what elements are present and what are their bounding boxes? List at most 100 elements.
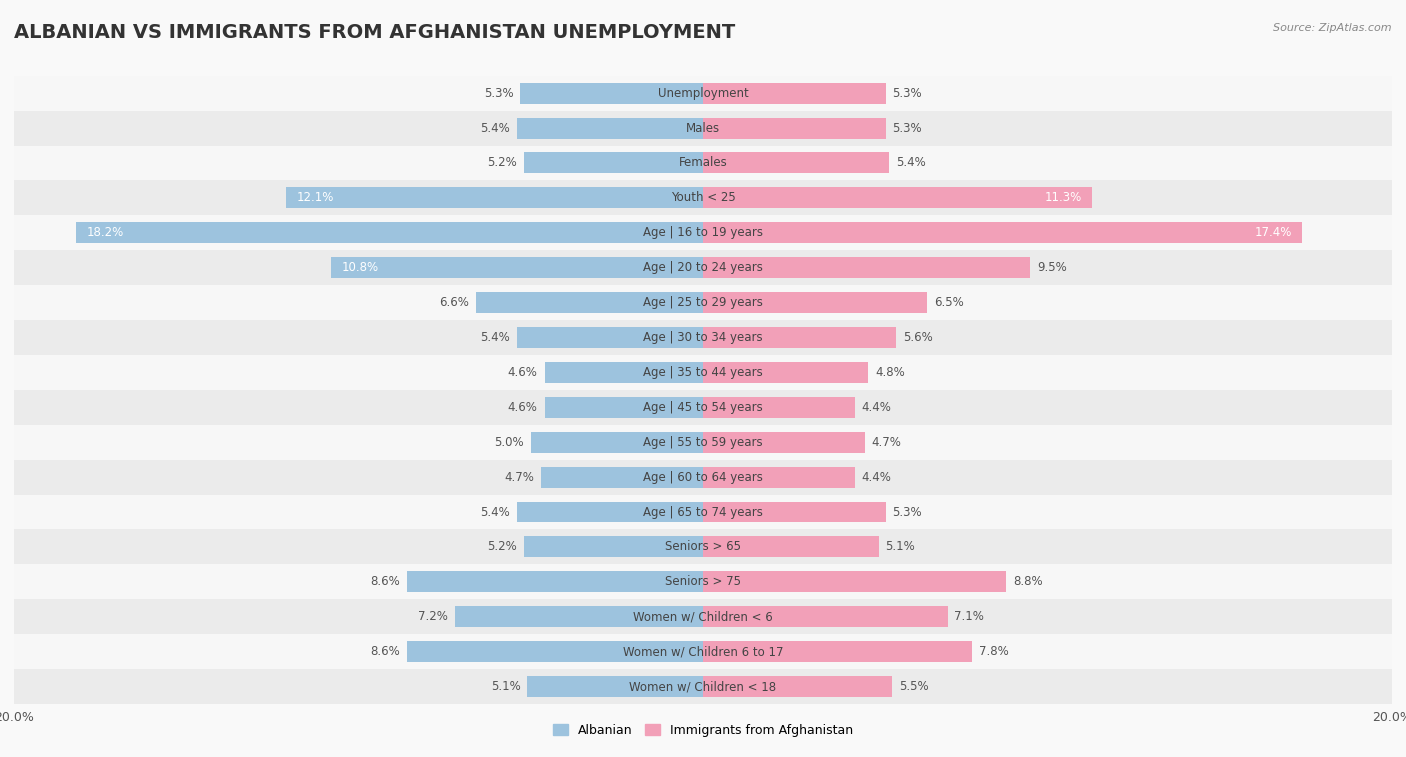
Bar	[703, 83, 886, 104]
Bar	[527, 676, 703, 697]
Bar	[517, 117, 703, 139]
Text: Source: ZipAtlas.com: Source: ZipAtlas.com	[1274, 23, 1392, 33]
Bar	[406, 641, 703, 662]
Text: 5.0%: 5.0%	[495, 436, 524, 449]
Text: Age | 65 to 74 years: Age | 65 to 74 years	[643, 506, 763, 519]
Text: Males: Males	[686, 122, 720, 135]
Bar	[544, 397, 703, 418]
Text: 8.8%: 8.8%	[1012, 575, 1043, 588]
Text: Youth < 25: Youth < 25	[671, 192, 735, 204]
Text: 5.4%: 5.4%	[896, 157, 925, 170]
Bar	[14, 459, 1392, 494]
Text: 7.1%: 7.1%	[955, 610, 984, 623]
Bar	[703, 362, 869, 383]
Bar	[703, 466, 855, 488]
Text: Age | 45 to 54 years: Age | 45 to 54 years	[643, 400, 763, 414]
Text: 4.6%: 4.6%	[508, 400, 537, 414]
Bar	[456, 606, 703, 628]
Bar	[531, 431, 703, 453]
Bar	[406, 572, 703, 592]
Bar	[14, 180, 1392, 215]
Text: 5.3%: 5.3%	[893, 86, 922, 100]
Text: Age | 55 to 59 years: Age | 55 to 59 years	[643, 436, 763, 449]
Text: 5.3%: 5.3%	[484, 86, 513, 100]
Bar	[14, 600, 1392, 634]
Text: 9.5%: 9.5%	[1038, 261, 1067, 274]
Text: Women w/ Children < 18: Women w/ Children < 18	[630, 680, 776, 693]
Text: Age | 35 to 44 years: Age | 35 to 44 years	[643, 366, 763, 379]
Bar	[14, 76, 1392, 111]
Text: 5.4%: 5.4%	[481, 506, 510, 519]
Bar	[14, 145, 1392, 180]
Text: 4.6%: 4.6%	[508, 366, 537, 379]
Legend: Albanian, Immigrants from Afghanistan: Albanian, Immigrants from Afghanistan	[548, 718, 858, 742]
Text: 6.5%: 6.5%	[934, 296, 963, 309]
Bar	[703, 152, 889, 173]
Bar	[703, 327, 896, 348]
Bar	[76, 223, 703, 243]
Bar	[703, 292, 927, 313]
Text: 5.5%: 5.5%	[900, 680, 929, 693]
Text: 5.4%: 5.4%	[481, 331, 510, 344]
Text: Seniors > 65: Seniors > 65	[665, 540, 741, 553]
Text: 4.4%: 4.4%	[862, 471, 891, 484]
Bar	[703, 572, 1007, 592]
Text: Women w/ Children < 6: Women w/ Children < 6	[633, 610, 773, 623]
Bar	[330, 257, 703, 278]
Bar	[14, 529, 1392, 565]
Text: 11.3%: 11.3%	[1045, 192, 1083, 204]
Bar	[541, 466, 703, 488]
Text: 7.2%: 7.2%	[418, 610, 449, 623]
Bar	[14, 285, 1392, 320]
Bar	[703, 397, 855, 418]
Text: 5.2%: 5.2%	[488, 540, 517, 553]
Text: 4.7%: 4.7%	[872, 436, 901, 449]
Text: Age | 30 to 34 years: Age | 30 to 34 years	[643, 331, 763, 344]
Bar	[287, 188, 703, 208]
Bar	[14, 390, 1392, 425]
Text: 5.2%: 5.2%	[488, 157, 517, 170]
Bar	[703, 223, 1302, 243]
Text: Age | 60 to 64 years: Age | 60 to 64 years	[643, 471, 763, 484]
Text: 6.6%: 6.6%	[439, 296, 468, 309]
Text: 4.7%: 4.7%	[505, 471, 534, 484]
Bar	[703, 188, 1092, 208]
Text: 7.8%: 7.8%	[979, 645, 1008, 658]
Bar	[14, 494, 1392, 529]
Text: Age | 20 to 24 years: Age | 20 to 24 years	[643, 261, 763, 274]
Bar	[703, 537, 879, 557]
Text: 12.1%: 12.1%	[297, 192, 333, 204]
Bar	[520, 83, 703, 104]
Bar	[524, 152, 703, 173]
Text: 8.6%: 8.6%	[370, 645, 399, 658]
Text: ALBANIAN VS IMMIGRANTS FROM AFGHANISTAN UNEMPLOYMENT: ALBANIAN VS IMMIGRANTS FROM AFGHANISTAN …	[14, 23, 735, 42]
Bar	[475, 292, 703, 313]
Bar	[14, 320, 1392, 355]
Text: Seniors > 75: Seniors > 75	[665, 575, 741, 588]
Text: 8.6%: 8.6%	[370, 575, 399, 588]
Text: Age | 25 to 29 years: Age | 25 to 29 years	[643, 296, 763, 309]
Text: 5.6%: 5.6%	[903, 331, 932, 344]
Bar	[14, 251, 1392, 285]
Bar	[517, 327, 703, 348]
Bar	[703, 431, 865, 453]
Bar	[14, 565, 1392, 600]
Bar	[703, 502, 886, 522]
Bar	[703, 117, 886, 139]
Text: 4.4%: 4.4%	[862, 400, 891, 414]
Text: 5.4%: 5.4%	[481, 122, 510, 135]
Text: 4.8%: 4.8%	[875, 366, 905, 379]
Bar	[14, 669, 1392, 704]
Text: Unemployment: Unemployment	[658, 86, 748, 100]
Text: 17.4%: 17.4%	[1254, 226, 1292, 239]
Bar	[703, 257, 1031, 278]
Bar	[14, 355, 1392, 390]
Text: Women w/ Children 6 to 17: Women w/ Children 6 to 17	[623, 645, 783, 658]
Text: Age | 16 to 19 years: Age | 16 to 19 years	[643, 226, 763, 239]
Bar	[14, 634, 1392, 669]
Bar	[517, 502, 703, 522]
Text: 5.3%: 5.3%	[893, 506, 922, 519]
Bar	[14, 111, 1392, 145]
Text: 5.1%: 5.1%	[491, 680, 520, 693]
Text: Females: Females	[679, 157, 727, 170]
